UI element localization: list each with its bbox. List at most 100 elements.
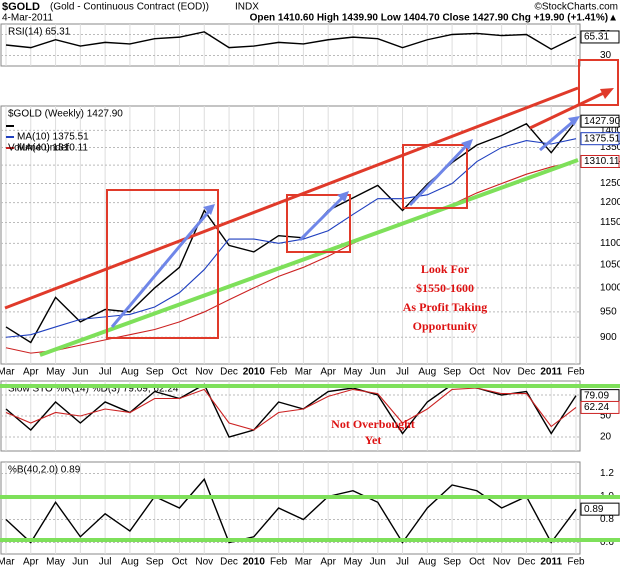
annotations	[0, 59, 620, 542]
panel-frame	[0, 105, 581, 365]
x-tick-label: Nov	[195, 367, 213, 378]
box	[402, 144, 468, 209]
x-tick-label: Jul	[396, 367, 409, 378]
x-tick-label: Jun	[370, 367, 386, 378]
value-tag-label: 62.24	[584, 402, 609, 413]
x-tick-label: Apr	[320, 557, 336, 568]
x-tick-label: Oct	[469, 557, 485, 568]
x-tick-label: Aug	[121, 367, 139, 378]
y-tick-label: 1150	[600, 217, 620, 228]
symbol: $GOLD	[2, 1, 40, 13]
exchange: INDX	[235, 2, 259, 13]
x-tick-label: Sep	[146, 557, 164, 568]
x-tick-label: Sep	[443, 557, 461, 568]
x-tick-label: Feb	[270, 367, 288, 378]
annotation: As Profit Taking	[403, 300, 487, 314]
series-line	[5, 387, 577, 431]
legend-label: Volume undef	[8, 143, 69, 154]
x-tick-label: Jul	[99, 367, 112, 378]
x-tick-label: 2011	[540, 557, 562, 568]
value-tag	[580, 132, 620, 146]
x-tick-label: Oct	[172, 557, 188, 568]
x-tick-label: Oct	[172, 367, 188, 378]
legend-label: MA(10) 1375.51	[17, 132, 89, 143]
x-tick-label: May	[344, 557, 363, 568]
series-line	[5, 138, 577, 338]
box	[106, 189, 219, 339]
annotation: Look For	[421, 262, 470, 276]
x-tick-label: Feb	[270, 557, 288, 568]
x-tick-label: Nov	[195, 557, 213, 568]
y-tick-label: 1050	[600, 260, 620, 271]
y-tick-label: 30	[600, 50, 612, 61]
value-tag-label: 1310.11	[584, 156, 620, 167]
x-tick-label: Jul	[99, 557, 112, 568]
arrow	[110, 209, 212, 328]
y-tick-label: 50	[600, 411, 612, 422]
y-tick-label: 0.6	[600, 537, 614, 548]
x-tick-label: Feb	[567, 367, 585, 378]
annotation: Not Overbought	[331, 417, 415, 431]
panel-title: $GOLD (Weekly) 1427.90	[8, 109, 123, 120]
x-tick-label: Oct	[469, 367, 485, 378]
name: (Gold - Continuous Contract (EOD))	[50, 2, 209, 13]
panel-title: %B(40,2.0) 0.89	[8, 465, 81, 476]
x-tick-label: Mar	[295, 367, 313, 378]
panel-title: RSI(14) 65.31	[8, 27, 71, 38]
x-tick-label: Mar	[295, 557, 313, 568]
y-tick-label: 1200	[600, 197, 620, 208]
x-tick-label: Apr	[320, 367, 336, 378]
arrow	[529, 88, 611, 130]
arrow	[408, 142, 470, 207]
x-tick-label: 2010	[243, 557, 266, 568]
x-tick-label: Nov	[493, 557, 511, 568]
value-tag-label: 1375.51	[584, 133, 620, 144]
arrow	[298, 194, 346, 242]
annotation: Opportunity	[413, 319, 478, 333]
y-tick-label: 1400	[600, 125, 620, 136]
x-tick-label: Jun	[72, 367, 88, 378]
y-tick-label: 1100	[600, 238, 620, 249]
series-line	[5, 160, 577, 354]
series-line	[5, 120, 577, 344]
x-tick-label: 2010	[243, 367, 266, 378]
arrowhead	[203, 204, 215, 215]
legend-label: MA(40) 1310.11	[17, 143, 88, 154]
x-tick-label: Sep	[443, 367, 461, 378]
x-tick-label: Dec	[220, 367, 238, 378]
x-tick-label: Dec	[220, 557, 238, 568]
series-line	[5, 31, 577, 50]
value-tag	[580, 114, 620, 128]
x-tick-label: May	[46, 557, 65, 568]
y-tick-label: 950	[600, 307, 617, 318]
arrowhead	[600, 88, 614, 99]
arrowhead	[461, 139, 473, 150]
arrowhead	[337, 191, 349, 202]
upper-trendline	[4, 86, 579, 310]
x-tick-label: Jul	[396, 557, 409, 568]
quote: Open 1410.60 High 1439.90 Low 1404.70 Cl…	[250, 13, 618, 24]
x-tick-label: Mar	[0, 557, 15, 568]
x-tick-label: Dec	[518, 367, 536, 378]
arrowhead	[568, 116, 580, 126]
x-tick-label: May	[344, 367, 363, 378]
value-tag	[580, 30, 620, 44]
annotation: $1550-1600	[416, 281, 474, 295]
annotation: Yet	[365, 433, 382, 447]
x-tick-label: Mar	[0, 367, 15, 378]
x-tick-label: Aug	[418, 557, 436, 568]
box	[286, 194, 351, 253]
x-tick-label: Dec	[518, 557, 536, 568]
panel-frame	[0, 23, 581, 67]
value-tag	[580, 154, 620, 168]
value-tag-label: 1427.90	[584, 116, 620, 127]
x-tick-label: Aug	[121, 557, 139, 568]
x-tick-label: Feb	[567, 557, 585, 568]
source: ©StockCharts.com	[534, 2, 618, 13]
y-tick-label: 1000	[600, 283, 620, 294]
x-tick-label: Jun	[370, 557, 386, 568]
x-tick-label: 2011	[540, 367, 562, 378]
y-tick-label: 1250	[600, 178, 620, 189]
lower-trendline	[39, 158, 579, 357]
